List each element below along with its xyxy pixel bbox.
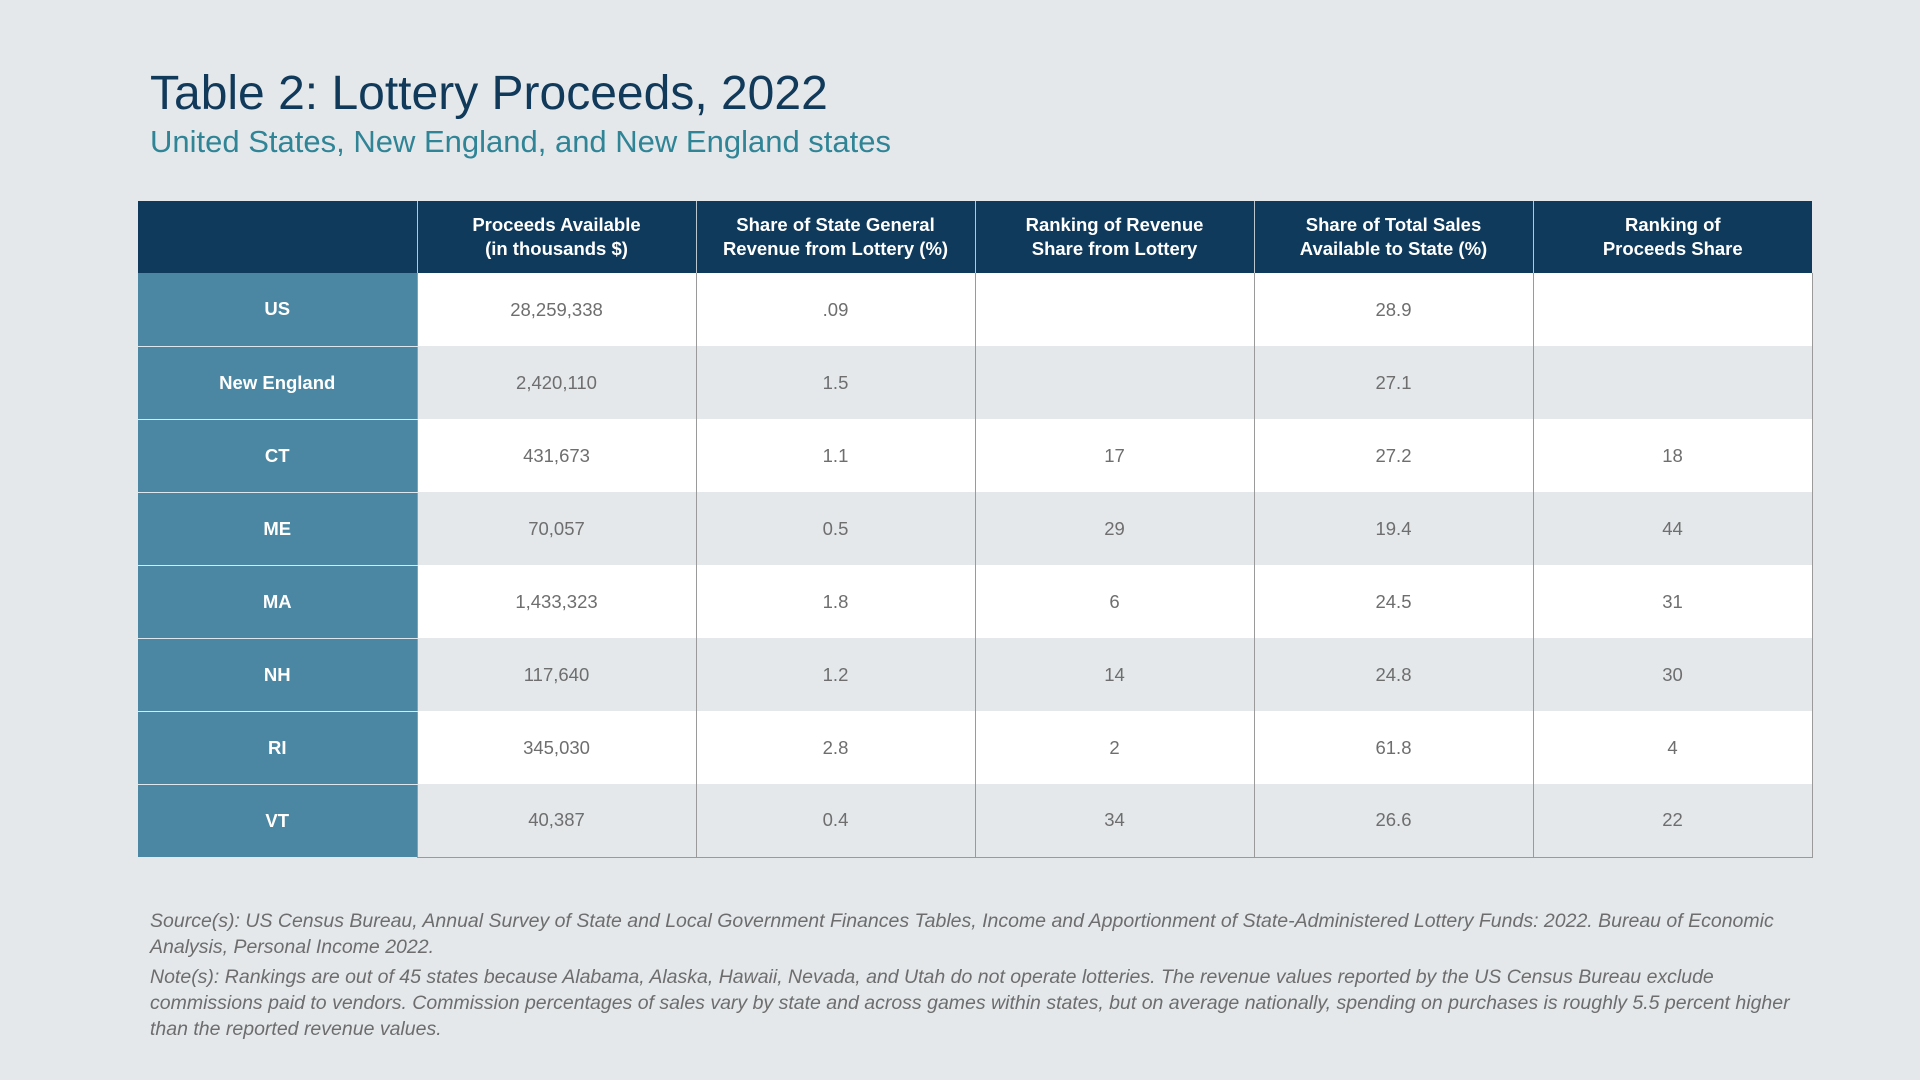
table-cell: 24.8 — [1253, 638, 1533, 711]
lottery-proceeds-table: Proceeds Available (in thousands $) Share … — [138, 201, 1813, 858]
source-note: Source(s): US Census Bureau, Annual Surv… — [150, 910, 1774, 958]
table-row: New England 2,420,110 1.5 27.1 — [138, 346, 1813, 420]
table-cell: 345,030 — [416, 711, 696, 784]
column-header-line: Available to State (%) — [1299, 238, 1488, 259]
table-row: US 28,259,338.09 28.9 — [138, 273, 1813, 347]
column-header: Ranking of Revenue Share from Lottery — [974, 201, 1254, 273]
table-cell: 117,640 — [416, 638, 696, 711]
column-header-line: Share of Total Sales — [1305, 214, 1482, 235]
table-cell: 22 — [1532, 784, 1813, 858]
row-label: New England — [138, 346, 417, 420]
table-row: VT 40,387 0.4 34 26.6 22 — [138, 784, 1813, 858]
table-cell: 1.5 — [695, 346, 975, 419]
table-cell: 0.5 — [695, 492, 975, 565]
table-cell: 34 — [974, 784, 1254, 858]
table-cell: 4 — [1532, 711, 1813, 784]
column-header — [138, 201, 417, 273]
page-subtitle: United States, New England, and New Engl… — [150, 124, 892, 159]
table-cell: 1.2 — [695, 638, 975, 711]
column-header-line: Proceeds Available — [472, 214, 641, 235]
table-row: MA 1,433,323 1.8 6 24.5 31 — [138, 565, 1813, 639]
table-cell: 14 — [974, 638, 1254, 711]
table-cell: 61.8 — [1253, 711, 1533, 784]
table-cell: 29 — [974, 492, 1254, 565]
table-cell — [974, 346, 1254, 419]
row-label: VT — [138, 784, 417, 857]
table-cell: 40,387 — [416, 784, 696, 858]
table-body: US 28,259,338.09 28.9 New England 2,420,110 1… — [138, 273, 1813, 858]
table-cell: 18 — [1532, 419, 1813, 492]
table-header: Proceeds Available (in thousands $) Share … — [138, 201, 1812, 273]
column-header-line: Ranking of — [1624, 214, 1721, 235]
column-header-line: Share from Lottery — [1031, 238, 1198, 259]
column-header: Share of State General Revenue from Lotte… — [695, 201, 975, 273]
row-label: ME — [138, 492, 417, 566]
row-label: US — [138, 273, 417, 347]
table-cell: 28.9 — [1253, 273, 1533, 346]
table-row: CT 431,673 1.1 17 27.2 18 — [138, 419, 1813, 493]
column-header: Share of Total Sales Available to State (… — [1253, 201, 1533, 273]
table-cell: 0.4 — [695, 784, 975, 858]
table-cell: 28,259,338 — [416, 273, 696, 346]
footnotes: Source(s): US Census Bureau, Annual Surv… — [150, 908, 1790, 1046]
row-label: CT — [138, 419, 417, 493]
table-cell: 24.5 — [1253, 565, 1533, 638]
column-header-line: Ranking of Revenue — [1025, 214, 1204, 235]
table-cell: 6 — [974, 565, 1254, 638]
row-label: MA — [138, 565, 417, 639]
table-cell: 2 — [974, 711, 1254, 784]
column-header: Proceeds Available (in thousands $) — [416, 201, 696, 273]
table-cell: 27.1 — [1253, 346, 1533, 419]
table-cell: 27.2 — [1253, 419, 1533, 492]
table-cell: 1,433,323 — [416, 565, 696, 638]
table-cell — [1532, 273, 1813, 346]
table-cell: 19.4 — [1253, 492, 1533, 565]
table-cell — [974, 273, 1254, 346]
table-cell: 30 — [1532, 638, 1813, 711]
page-title: Table 2: Lottery Proceeds, 2022 — [150, 67, 828, 120]
table-cell: 1.8 — [695, 565, 975, 638]
table-cell: 2.8 — [695, 711, 975, 784]
table-cell: 1.1 — [695, 419, 975, 492]
column-header-line: Revenue from Lottery (%) — [722, 238, 949, 259]
table-cell: 2,420,110 — [416, 346, 696, 419]
table-cell: 70,057 — [416, 492, 696, 565]
table-cell — [1532, 346, 1813, 419]
methodology-note: Note(s): Rankings are out of 45 states b… — [150, 966, 1790, 1040]
column-header: Ranking of Proceeds Share — [1532, 201, 1812, 273]
table-cell: 44 — [1532, 492, 1813, 565]
column-header-line: Share of State General — [736, 214, 935, 235]
table-row: NH 117,640 1.2 14 24.8 30 — [138, 638, 1813, 712]
column-header-line: (in thousands $) — [485, 238, 628, 259]
table-cell: 31 — [1532, 565, 1813, 638]
table-cell: .09 — [695, 273, 975, 346]
table-row: RI 345,030 2.8 2 61.8 4 — [138, 711, 1813, 785]
table-cell: 26.6 — [1253, 784, 1533, 858]
table-cell: 431,673 — [416, 419, 696, 492]
column-header-line: Proceeds Share — [1602, 238, 1743, 259]
row-label: NH — [138, 638, 417, 712]
table-row: ME 70,057 0.5 29 19.4 44 — [138, 492, 1813, 566]
header-row: Proceeds Available (in thousands $) Share … — [138, 201, 1812, 273]
row-label: RI — [138, 711, 417, 785]
table-cell: 17 — [974, 419, 1254, 492]
